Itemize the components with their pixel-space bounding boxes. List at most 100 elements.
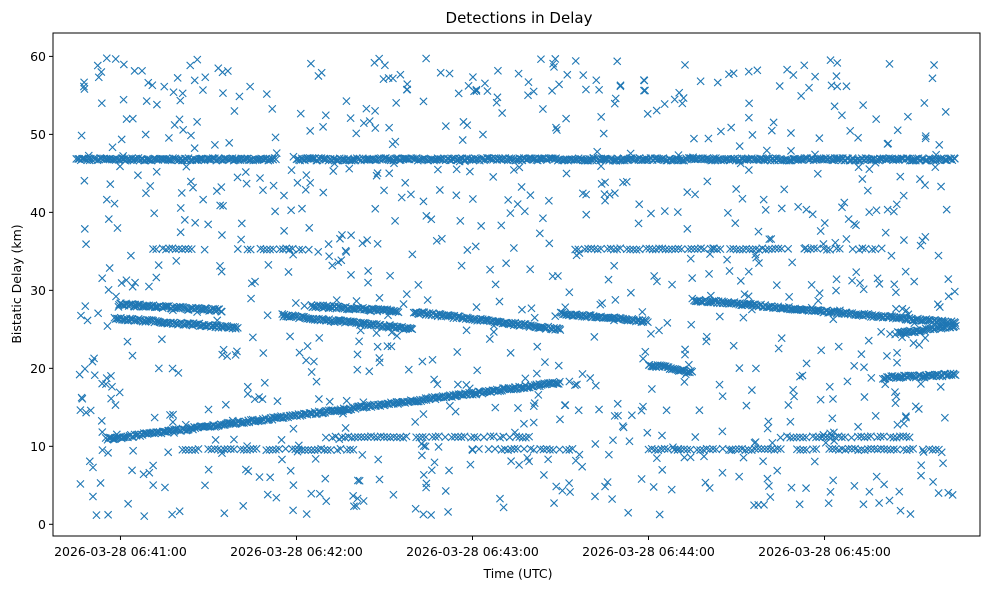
scatter-point xyxy=(847,433,856,442)
scatter-point xyxy=(364,266,373,275)
scatter-point xyxy=(204,405,213,414)
scatter-point xyxy=(322,497,331,506)
scatter-point xyxy=(864,336,873,345)
scatter-point xyxy=(521,374,530,383)
scatter-point xyxy=(846,126,855,135)
scatter-point xyxy=(732,245,741,254)
scatter-point xyxy=(445,401,454,410)
scatter-point xyxy=(678,99,687,108)
scatter-point xyxy=(122,115,131,124)
scatter-point xyxy=(506,348,515,357)
scatter-point xyxy=(317,68,326,77)
scatter-point xyxy=(609,316,618,325)
scatter-point xyxy=(767,445,776,454)
scatter-point xyxy=(80,85,89,93)
scatter-point xyxy=(427,215,436,224)
scatter-point xyxy=(287,166,296,175)
scatter-point xyxy=(774,344,783,353)
scatter-point xyxy=(233,173,242,182)
scatter-point xyxy=(652,454,661,463)
scatter-point xyxy=(937,182,946,191)
scatter-point xyxy=(128,351,137,360)
scatter-point xyxy=(568,444,577,453)
scatter-point xyxy=(889,445,898,454)
scatter-point xyxy=(689,134,698,143)
scatter-point xyxy=(517,305,526,314)
scatter-point xyxy=(212,422,221,431)
scatter-point xyxy=(289,250,298,259)
scatter-point xyxy=(230,106,239,115)
scatter-point xyxy=(928,445,937,454)
scatter-point xyxy=(669,364,678,373)
scatter-point xyxy=(917,326,926,335)
scatter-point xyxy=(148,81,157,90)
scatter-point xyxy=(881,228,890,237)
scatter-point xyxy=(840,198,849,207)
scatter-point xyxy=(766,493,775,501)
scatter-point xyxy=(701,478,710,487)
scatter-point xyxy=(662,406,671,415)
scatter-point xyxy=(555,445,564,454)
scatter-point xyxy=(466,460,475,469)
scatter-point xyxy=(201,481,209,490)
scatter-point xyxy=(434,442,443,451)
scatter-point xyxy=(657,445,666,454)
scatter-point xyxy=(447,154,456,163)
scatter-point xyxy=(483,87,492,96)
x-tick-label: 2026-03-28 06:45:00 xyxy=(758,544,891,559)
scatter-point xyxy=(929,477,938,486)
scatter-point xyxy=(321,433,330,442)
scatter-point xyxy=(385,320,394,329)
scatter-point xyxy=(94,73,103,82)
scatter-point xyxy=(313,156,322,165)
scatter-point xyxy=(272,493,281,502)
scatter-point xyxy=(262,245,271,254)
scatter-point xyxy=(948,490,957,499)
scatter-point xyxy=(776,433,785,442)
scatter-point xyxy=(533,342,542,351)
scatter-point xyxy=(301,445,309,454)
scatter-point xyxy=(243,245,252,254)
scatter-point xyxy=(454,89,463,98)
scatter-point xyxy=(595,85,604,94)
scatter-point xyxy=(613,399,622,408)
scatter-point xyxy=(871,245,880,253)
scatter-point xyxy=(687,244,696,253)
scatter-point xyxy=(536,55,545,64)
scatter-point xyxy=(350,433,359,442)
scatter-point xyxy=(875,499,884,507)
scatter-point xyxy=(111,54,120,63)
scatter-point xyxy=(97,68,106,77)
scatter-point xyxy=(764,245,773,254)
scatter-point xyxy=(173,73,182,82)
scatter-point xyxy=(911,155,920,164)
scatter-point xyxy=(626,149,635,158)
scatter-point xyxy=(857,445,866,454)
scatter-point xyxy=(726,154,735,163)
scatter-point xyxy=(388,74,397,83)
scatter-point xyxy=(919,447,928,456)
scatter-point xyxy=(379,432,388,441)
scatter-point xyxy=(538,214,547,223)
scatter-point xyxy=(742,401,751,410)
scatter-point xyxy=(872,206,881,215)
scatter-point xyxy=(336,444,345,453)
scatter-point xyxy=(170,428,179,437)
scatter-point xyxy=(349,502,358,511)
scatter-point xyxy=(390,306,399,315)
scatter-point xyxy=(168,418,177,427)
scatter-point xyxy=(102,195,111,204)
scatter-point xyxy=(748,130,757,139)
scatter-point xyxy=(700,452,708,461)
scatter-point xyxy=(371,124,380,133)
scatter-point xyxy=(865,165,874,174)
scatter-point xyxy=(215,261,224,270)
scatter-point xyxy=(76,406,85,415)
scatter-point xyxy=(306,59,315,68)
scatter-point xyxy=(835,244,844,253)
scatter-point xyxy=(150,413,159,422)
scatter-point xyxy=(301,185,310,194)
scatter-point xyxy=(880,480,889,489)
scatter-point xyxy=(748,245,757,254)
